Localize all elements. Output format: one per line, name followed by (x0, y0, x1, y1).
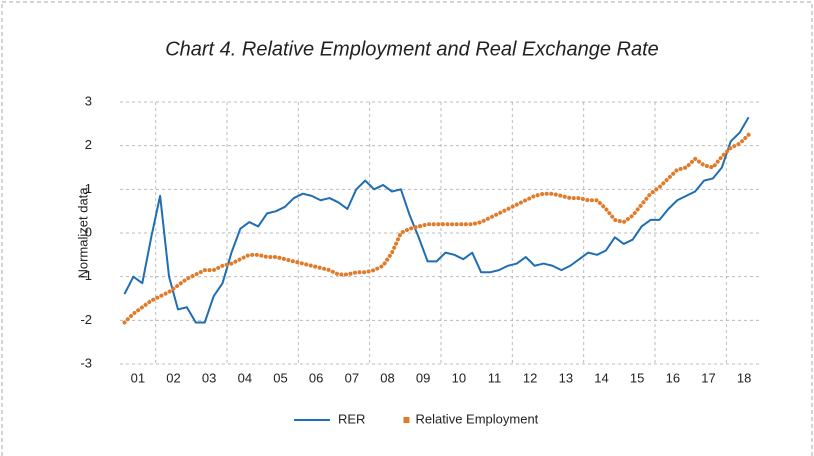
y-tick-label: 2 (85, 137, 92, 152)
y-tick-label: -3 (80, 355, 92, 370)
x-tick-label: 09 (416, 370, 430, 385)
legend-swatch (403, 417, 410, 423)
y-tick-label: -1 (80, 268, 92, 283)
x-tick-label: 17 (701, 370, 715, 385)
x-tick-label: 05 (273, 370, 287, 385)
series-line (123, 116, 750, 324)
x-tick-label: 08 (380, 370, 394, 385)
x-tick-label: 04 (238, 370, 252, 385)
x-tick-label: 06 (309, 370, 323, 385)
x-tick-label: 01 (131, 370, 145, 385)
x-tick-label: 16 (666, 370, 680, 385)
y-tick-label: -2 (80, 312, 92, 327)
x-tick-label: 12 (523, 370, 537, 385)
x-tick-label: 15 (630, 370, 644, 385)
chart-title: Chart 4. Relative Employment and Real Ex… (165, 38, 659, 60)
x-tick-label: 03 (202, 370, 216, 385)
y-tick-label: 0 (85, 224, 92, 239)
x-tick-label: 10 (452, 370, 466, 385)
x-tick-label: 07 (345, 370, 359, 385)
x-tick-label: 02 (166, 370, 180, 385)
x-tick-label: 14 (594, 370, 608, 385)
x-tick-label: 13 (559, 370, 573, 385)
series-line (122, 132, 751, 325)
y-tick-label: 1 (85, 181, 92, 196)
y-axis-label: Normalizet data (75, 187, 90, 279)
x-tick-label: 11 (488, 370, 502, 385)
legend-label: Relative Employment (415, 411, 538, 426)
legend-label: RER (338, 411, 365, 426)
y-tick-label: 3 (85, 93, 92, 108)
x-tick-label: 18 (737, 370, 751, 385)
